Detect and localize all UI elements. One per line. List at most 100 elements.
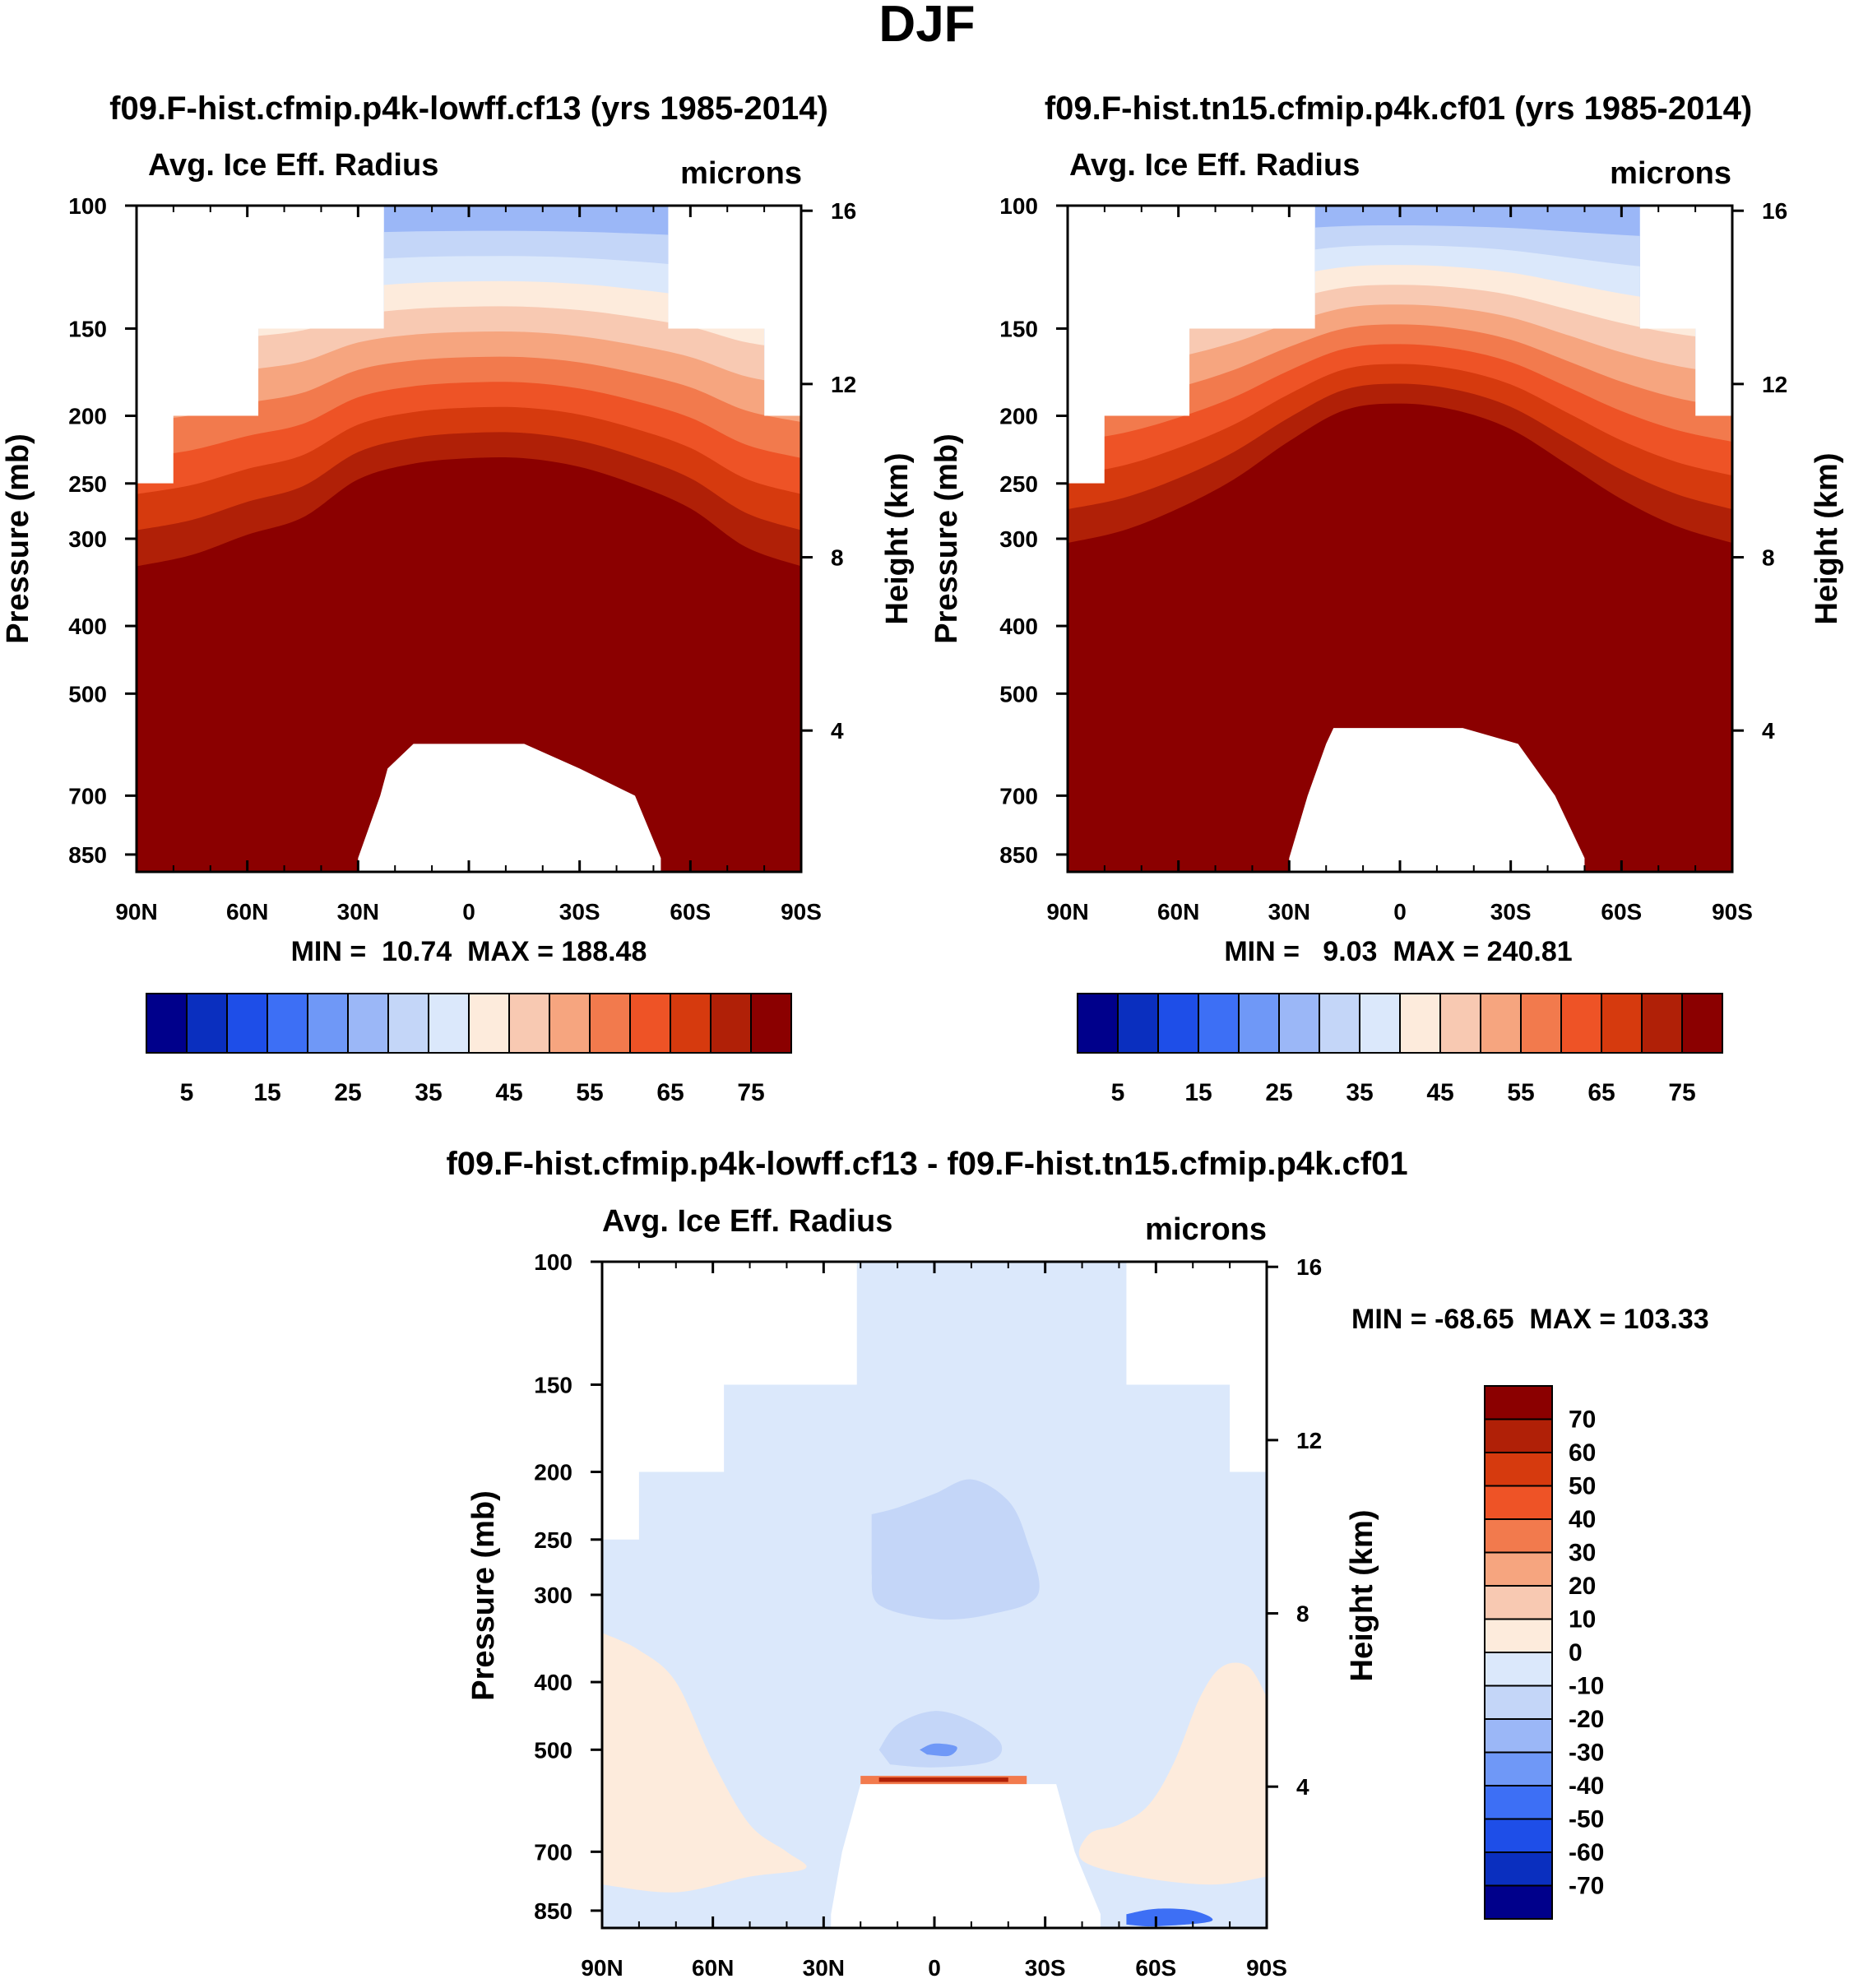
- y-tick-label: 850: [68, 842, 107, 868]
- y-tick-label: 250: [68, 471, 107, 497]
- plot-frame: [135, 204, 803, 874]
- x-tick-label: 30S: [559, 899, 600, 924]
- colorbar-swatch: [1484, 1851, 1553, 1887]
- min-max-label: MIN = 10.74 MAX = 188.48: [291, 936, 647, 967]
- colorbar-swatch: [387, 993, 429, 1054]
- colorbar-label: 45: [495, 1079, 522, 1106]
- pressure-axis-label: Pressure (mb): [466, 1490, 501, 1701]
- colorbar-swatch: [508, 993, 550, 1054]
- colorbar-label: 5: [180, 1079, 194, 1106]
- contour-band: [602, 1633, 807, 1893]
- contour-band: [1078, 1662, 1267, 1885]
- colorbar-swatch: [307, 993, 349, 1054]
- colorbar-swatch: [1484, 1585, 1553, 1620]
- colorbar-label: 35: [415, 1079, 442, 1106]
- colorbar-label: 45: [1426, 1079, 1453, 1106]
- colorbar-swatch: [1238, 993, 1280, 1054]
- y2-tick-label: 4: [1296, 1774, 1309, 1800]
- y2-tick-label: 16: [831, 198, 856, 224]
- colorbar-label: -30: [1569, 1740, 1604, 1767]
- colorbar-label: 10: [1569, 1606, 1596, 1633]
- y-tick-label: 700: [999, 783, 1038, 809]
- colorbar: 5 15 25 35 45 55 65 75: [1077, 993, 1723, 1106]
- colorbar-swatch: [347, 993, 389, 1054]
- panel-difference: f09.F-hist.cfmip.p4k-lowff.cf13 - f09.F-…: [446, 1146, 1708, 1981]
- colorbar-label: 55: [1507, 1079, 1534, 1106]
- colorbar-swatch: [549, 993, 591, 1054]
- colorbar-label: -50: [1569, 1806, 1604, 1833]
- height-axis-label: Height (km): [1810, 453, 1844, 625]
- contour-plot: 90N 60N 30N 0 30S 60S 90S 100 150 200 250 300 400 500…: [68, 193, 856, 924]
- colorbar-swatch: [750, 993, 792, 1054]
- x-tick-label: 0: [462, 899, 475, 924]
- colorbar-swatch: [1439, 993, 1481, 1054]
- colorbar-label: 15: [1184, 1079, 1212, 1106]
- contour-band: [871, 1479, 1040, 1620]
- x-tick-label: 60S: [1135, 1955, 1176, 1981]
- x-tick-label: 90N: [581, 1955, 623, 1981]
- y-tick-label: 100: [999, 193, 1038, 219]
- y-tick-label: 850: [999, 842, 1038, 868]
- pressure-axis-label: Pressure (mb): [1, 433, 35, 644]
- y2-tick-label: 12: [831, 372, 856, 397]
- panel-top-right: f09.F-hist.tn15.cfmip.p4k.cf01 (yrs 1985…: [929, 90, 1844, 1106]
- colorbar-swatch: [1278, 993, 1320, 1054]
- y-tick-label: 200: [68, 404, 107, 429]
- case-title: f09.F-hist.tn15.cfmip.p4k.cf01 (yrs 1985…: [1045, 90, 1752, 127]
- colorbar-swatch: [428, 993, 470, 1054]
- contour-band: [878, 1777, 1008, 1782]
- y-tick-label: 150: [534, 1372, 572, 1397]
- colorbar-label: -10: [1569, 1673, 1604, 1700]
- units-label: microns: [680, 156, 802, 191]
- variable-label: Avg. Ice Eff. Radius: [148, 148, 438, 183]
- colorbar-swatch: [1484, 1718, 1553, 1754]
- colorbar-swatch: [267, 993, 308, 1054]
- x-tick-label: 60N: [1157, 899, 1199, 924]
- colorbar-swatch: [186, 993, 228, 1054]
- y2-tick-label: 4: [831, 718, 844, 744]
- colorbar-label: 30: [1569, 1540, 1596, 1567]
- y-tick-label: 500: [534, 1737, 572, 1763]
- colorbar-swatch: [1480, 993, 1522, 1054]
- height-axis-label: Height (km): [1345, 1510, 1379, 1682]
- y-tick-label: 500: [999, 681, 1038, 707]
- colorbar-swatch: [1484, 1751, 1553, 1786]
- colorbar-swatch: [1198, 993, 1240, 1054]
- y-tick-label: 400: [999, 614, 1038, 639]
- y2-tick-label: 8: [831, 545, 844, 571]
- y-tick-label: 850: [534, 1898, 572, 1924]
- units-label: microns: [1610, 156, 1731, 191]
- colorbar-swatch: [1399, 993, 1441, 1054]
- colorbar-swatch: [1601, 993, 1643, 1054]
- colorbar-swatch: [1359, 993, 1401, 1054]
- colorbar-swatch: [1484, 1551, 1553, 1587]
- surface-mask: [831, 1784, 1101, 1928]
- contour-fill: [1068, 206, 1732, 872]
- x-tick-label: 90N: [115, 899, 157, 924]
- colorbar-label: 25: [1265, 1079, 1292, 1106]
- variable-label: Avg. Ice Eff. Radius: [1069, 148, 1360, 183]
- colorbar-swatch: [1484, 1684, 1553, 1720]
- colorbar-swatch: [1484, 1818, 1553, 1853]
- contour-band: [1068, 403, 1732, 872]
- colorbar-label: 55: [576, 1079, 603, 1106]
- contour-plot: 90N 60N 30N 0 30S 60S 90S 100 150 200 250 300 400 500…: [534, 1249, 1322, 1981]
- y2-tick-label: 12: [1762, 372, 1787, 397]
- y-tick-label: 250: [534, 1527, 572, 1553]
- x-tick-label: 90N: [1046, 899, 1088, 924]
- height-axis-label: Height (km): [880, 453, 915, 625]
- colorbar-swatch: [1484, 1785, 1553, 1820]
- colorbar-swatch: [1560, 993, 1602, 1054]
- colorbar-swatch: [1077, 993, 1119, 1054]
- plot-frame: [1066, 204, 1734, 874]
- colorbar-label: 5: [1111, 1079, 1125, 1106]
- colorbar-label: 20: [1569, 1573, 1596, 1600]
- x-tick-label: 30N: [337, 899, 379, 924]
- y-tick-label: 400: [534, 1670, 572, 1695]
- y-tick-label: 200: [534, 1460, 572, 1485]
- y-tick-label: 500: [68, 681, 107, 707]
- y-tick-label: 300: [534, 1583, 572, 1608]
- y-tick-label: 400: [68, 614, 107, 639]
- y-tick-label: 200: [999, 404, 1038, 429]
- case-title: f09.F-hist.cfmip.p4k-lowff.cf13 (yrs 198…: [109, 90, 828, 127]
